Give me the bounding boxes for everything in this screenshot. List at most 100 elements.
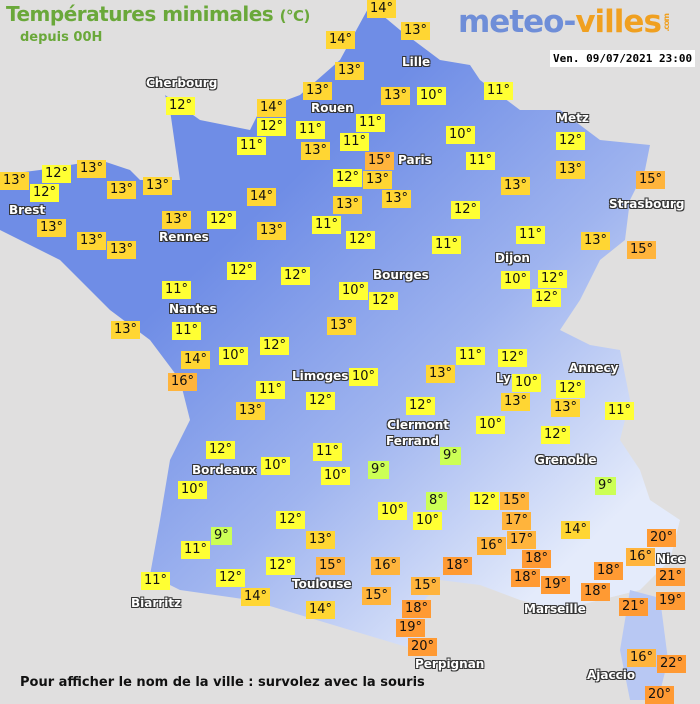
temperature-label[interactable]: 13° — [426, 365, 456, 383]
temperature-label[interactable]: 18° — [522, 550, 552, 568]
temperature-label[interactable]: 13° — [501, 177, 531, 195]
temperature-label[interactable]: 13° — [37, 219, 67, 237]
temperature-label[interactable]: 10° — [349, 368, 379, 386]
temperature-label[interactable]: 15° — [636, 171, 666, 189]
temperature-label[interactable]: 12° — [257, 118, 287, 136]
temperature-label[interactable]: 12° — [541, 426, 571, 444]
temperature-label[interactable]: 13° — [77, 232, 107, 250]
temperature-label[interactable]: 13° — [0, 172, 30, 190]
temperature-label[interactable]: 10° — [512, 374, 542, 392]
temperature-label[interactable]: 10° — [501, 271, 531, 289]
temperature-label[interactable]: 14° — [247, 188, 277, 206]
temperature-label[interactable]: 15° — [362, 587, 392, 605]
temperature-label[interactable]: 18° — [402, 600, 432, 618]
temperature-label[interactable]: 16° — [477, 537, 507, 555]
temperature-label[interactable]: 11° — [516, 226, 546, 244]
temperature-label[interactable]: 14° — [257, 99, 287, 117]
temperature-label[interactable]: 21° — [619, 598, 649, 616]
temperature-label[interactable]: 12° — [406, 397, 436, 415]
temperature-label[interactable]: 12° — [166, 97, 196, 115]
temperature-label[interactable]: 12° — [556, 380, 586, 398]
temperature-label[interactable]: 21° — [656, 568, 686, 586]
temperature-label[interactable]: 12° — [266, 557, 296, 575]
temperature-label[interactable]: 12° — [369, 292, 399, 310]
temperature-label[interactable]: 12° — [306, 392, 336, 410]
temperature-label[interactable]: 14° — [181, 351, 211, 369]
temperature-label[interactable]: 13° — [327, 317, 357, 335]
temperature-label[interactable]: 16° — [627, 649, 657, 667]
temperature-label[interactable]: 13° — [303, 82, 333, 100]
temperature-label[interactable]: 11° — [356, 114, 386, 132]
temperature-label[interactable]: 15° — [316, 557, 346, 575]
temperature-label[interactable]: 13° — [401, 22, 431, 40]
temperature-label[interactable]: 13° — [382, 190, 412, 208]
temperature-label[interactable]: 12° — [216, 569, 246, 587]
temperature-label[interactable]: 15° — [627, 241, 657, 259]
temperature-label[interactable]: 16° — [626, 548, 656, 566]
temperature-label[interactable]: 12° — [333, 169, 363, 187]
temperature-label[interactable]: 14° — [241, 588, 271, 606]
temperature-label[interactable]: 19° — [541, 576, 571, 594]
temperature-label[interactable]: 16° — [371, 557, 401, 575]
temperature-label[interactable]: 10° — [178, 481, 208, 499]
temperature-label[interactable]: 22° — [657, 655, 687, 673]
temperature-label[interactable]: 12° — [42, 165, 72, 183]
temperature-label[interactable]: 11° — [456, 347, 486, 365]
temperature-label[interactable]: 20° — [645, 686, 675, 704]
temperature-label[interactable]: 13° — [333, 196, 363, 214]
temperature-label[interactable]: 13° — [381, 87, 411, 105]
temperature-label[interactable]: 10° — [339, 282, 369, 300]
temperature-label[interactable]: 11° — [237, 137, 267, 155]
temperature-label[interactable]: 13° — [551, 399, 581, 417]
temperature-label[interactable]: 16° — [168, 373, 198, 391]
temperature-label[interactable]: 11° — [484, 82, 514, 100]
temperature-label[interactable]: 19° — [656, 592, 686, 610]
temperature-label[interactable]: 15° — [365, 152, 395, 170]
temperature-label[interactable]: 14° — [561, 521, 591, 539]
temperature-label[interactable]: 11° — [181, 541, 211, 559]
temperature-label[interactable]: 13° — [556, 161, 586, 179]
temperature-label[interactable]: 10° — [446, 126, 476, 144]
temperature-label[interactable]: 11° — [432, 236, 462, 254]
temperature-label[interactable]: 10° — [261, 457, 291, 475]
temperature-label[interactable]: 20° — [408, 638, 438, 656]
temperature-label[interactable]: 12° — [498, 349, 528, 367]
temperature-label[interactable]: 11° — [172, 322, 202, 340]
temperature-label[interactable]: 11° — [141, 572, 171, 590]
temperature-label[interactable]: 13° — [111, 321, 141, 339]
temperature-label[interactable]: 13° — [143, 177, 173, 195]
temperature-label[interactable]: 17° — [502, 512, 532, 530]
temperature-label[interactable]: 13° — [306, 531, 336, 549]
temperature-label[interactable]: 9° — [211, 527, 232, 545]
temperature-label[interactable]: 12° — [281, 267, 311, 285]
temperature-label[interactable]: 18° — [511, 569, 541, 587]
logo[interactable]: meteo-villes .com — [458, 4, 671, 40]
temperature-label[interactable]: 10° — [219, 347, 249, 365]
temperature-label[interactable]: 13° — [363, 171, 393, 189]
temperature-label[interactable]: 12° — [451, 201, 481, 219]
temperature-label[interactable]: 15° — [411, 577, 441, 595]
temperature-label[interactable]: 12° — [346, 231, 376, 249]
temperature-label[interactable]: 10° — [321, 467, 351, 485]
temperature-label[interactable]: 12° — [532, 289, 562, 307]
temperature-label[interactable]: 17° — [507, 531, 537, 549]
temperature-label[interactable]: 15° — [500, 492, 530, 510]
temperature-label[interactable]: 13° — [257, 222, 287, 240]
temperature-label[interactable]: 12° — [470, 492, 500, 510]
temperature-label[interactable]: 11° — [466, 152, 496, 170]
temperature-label[interactable]: 12° — [227, 262, 257, 280]
temperature-label[interactable]: 14° — [306, 601, 336, 619]
temperature-label[interactable]: 14° — [367, 0, 397, 18]
temperature-label[interactable]: 9° — [440, 447, 461, 465]
temperature-label[interactable]: 11° — [296, 121, 326, 139]
temperature-label[interactable]: 20° — [647, 529, 677, 547]
temperature-label[interactable]: 10° — [476, 416, 506, 434]
temperature-label[interactable]: 19° — [396, 619, 426, 637]
temperature-label[interactable]: 13° — [77, 160, 107, 178]
temperature-label[interactable]: 18° — [594, 562, 624, 580]
temperature-label[interactable]: 18° — [581, 583, 611, 601]
temperature-label[interactable]: 13° — [162, 211, 192, 229]
temperature-label[interactable]: 11° — [256, 381, 286, 399]
temperature-label[interactable]: 13° — [107, 181, 137, 199]
temperature-label[interactable]: 13° — [501, 393, 531, 411]
